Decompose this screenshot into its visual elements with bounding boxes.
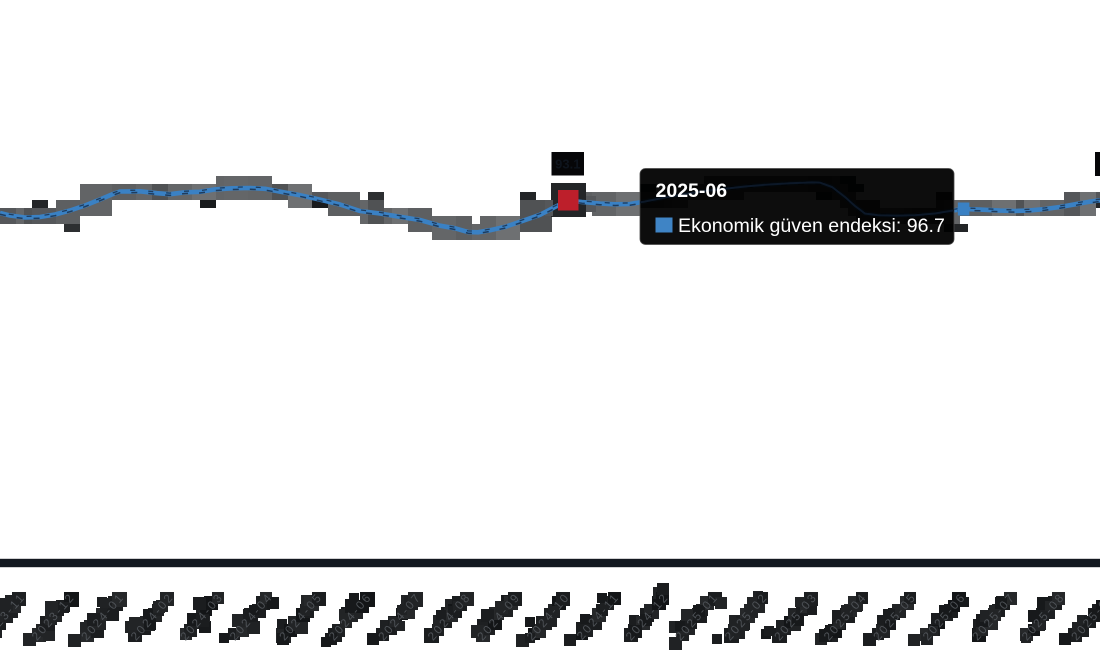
svg-text:93.1: 93.1 bbox=[555, 157, 580, 172]
svg-text:Ekonomik güven endeksi: 96.7: Ekonomik güven endeksi: 96.7 bbox=[678, 215, 945, 237]
svg-text:2025-06: 2025-06 bbox=[656, 180, 728, 202]
